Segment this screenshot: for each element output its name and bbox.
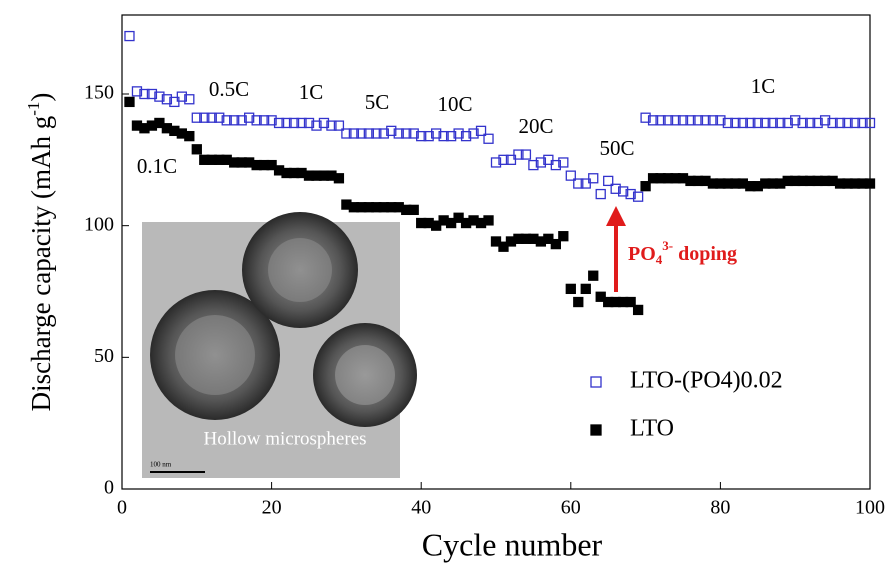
rate-label: 1C [299, 80, 324, 104]
point [634, 305, 643, 314]
y-axis-title-part: Discharge capacity (mAh g [26, 116, 56, 412]
point [125, 97, 134, 106]
point [484, 216, 493, 225]
y-axis-title: Discharge capacity (mAh g-1) [24, 93, 56, 412]
arrow-head [606, 206, 626, 226]
point [185, 132, 194, 141]
inset-scale: 100 nm [150, 461, 172, 469]
point [574, 298, 583, 307]
rate-label: 50C [599, 136, 634, 160]
rate-label: 5C [365, 90, 390, 114]
legend-marker [591, 425, 601, 435]
y-tick-label: 100 [84, 213, 114, 235]
point [409, 205, 418, 214]
chart: Hollow microspheres 100 nm Cycle number … [0, 0, 892, 572]
x-axis-title: Cycle number [422, 526, 603, 562]
point [125, 32, 134, 41]
point [559, 232, 568, 241]
point [334, 174, 343, 183]
rate-label: 20C [518, 114, 553, 138]
x-tick-label: 40 [411, 497, 431, 519]
x-tick-label: 100 [855, 497, 885, 519]
point [566, 284, 575, 293]
arrow-label-sup: 3- [662, 238, 673, 253]
arrow-label-sub: 4 [656, 252, 663, 267]
rate-label: 0.5C [209, 77, 249, 101]
arrow-label-part: doping [673, 243, 737, 265]
arrow-label-part: PO [628, 243, 656, 265]
x-tick-label: 80 [710, 497, 730, 519]
point [192, 145, 201, 154]
rate-label: 1C [751, 74, 776, 98]
y-tick-label: 0 [104, 477, 114, 499]
point [596, 190, 605, 199]
legend-marker [591, 377, 601, 387]
x-tick-label: 60 [561, 497, 581, 519]
rate-label: 0.1C [137, 154, 177, 178]
y-axis-title-sup: -1 [24, 102, 43, 116]
point [866, 179, 875, 188]
y-tick-label: 150 [84, 82, 114, 104]
y-axis-title-part: ) [26, 93, 56, 102]
point [581, 284, 590, 293]
point [589, 271, 598, 280]
arrow-label: PO43- doping [628, 238, 737, 267]
legend-label: LTO [630, 416, 674, 442]
legend-label: LTO-(PO4)0.02 [630, 368, 783, 394]
inset-caption: Hollow microspheres [203, 428, 366, 449]
y-tick-label: 50 [94, 345, 114, 367]
x-tick-label: 20 [262, 497, 282, 519]
rate-label: 10C [437, 92, 472, 116]
x-tick-label: 0 [117, 497, 127, 519]
